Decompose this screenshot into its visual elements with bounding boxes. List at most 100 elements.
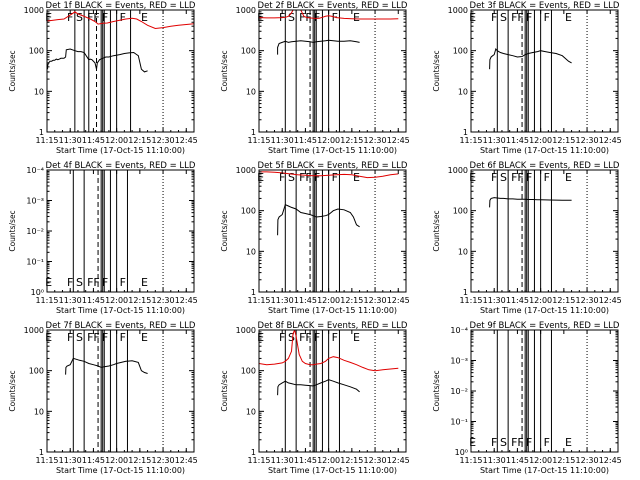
x-tick-label: 12:00	[317, 456, 340, 465]
y-tick-label: 100	[241, 47, 256, 56]
x-tick-label: 12:45	[387, 136, 410, 145]
y-tick-label: 1	[251, 128, 256, 137]
x-axis-label: Start Time (17-Oct-15 11:10:00)	[268, 146, 397, 155]
x-tick-label: 11:30	[59, 456, 82, 465]
chart-title: Det 6f BLACK = Events, RED = LLD	[470, 161, 620, 171]
event-label: F	[544, 11, 550, 24]
y-tick-label: 10⁻⁴	[450, 326, 468, 335]
x-tick-label: 11:15	[35, 296, 58, 305]
x-tick-label: 11:30	[483, 296, 506, 305]
x-tick-label: 11:30	[271, 296, 294, 305]
y-tick-label: 10⁻²	[450, 387, 468, 396]
event-label: E	[257, 171, 264, 184]
x-tick-label: 12:30	[576, 456, 599, 465]
x-tick-label: 11:30	[59, 296, 82, 305]
event-label: F	[544, 171, 550, 184]
y-tick-label: 1000	[24, 326, 44, 335]
x-axis-label: Start Time (17-Oct-15 11:10:00)	[56, 306, 185, 315]
x-tick-label: 11:15	[247, 296, 270, 305]
x-tick-label: 12:30	[576, 136, 599, 145]
x-tick-label: 12:15	[128, 136, 151, 145]
event-label: E	[141, 276, 148, 289]
x-tick-label: 12:15	[128, 456, 151, 465]
event-label: F	[511, 171, 517, 184]
event-label: F	[544, 436, 550, 449]
series-line	[489, 47, 572, 70]
event-label: F	[305, 171, 311, 184]
y-tick-label: 1	[251, 448, 256, 457]
event-label: E	[353, 171, 360, 184]
y-tick-label: 10	[246, 87, 256, 96]
x-tick-label: 12:00	[317, 296, 340, 305]
x-tick-label: 12:30	[364, 296, 387, 305]
event-label: F	[102, 331, 108, 344]
event-label: F	[491, 11, 497, 24]
event-label: F	[332, 171, 338, 184]
event-label: F	[314, 11, 320, 24]
event-label: F	[87, 11, 93, 24]
x-tick-label: 12:45	[387, 296, 410, 305]
y-tick-label: 100	[241, 367, 256, 376]
x-tick-label: 11:45	[506, 456, 529, 465]
event-label: S	[500, 11, 507, 24]
x-tick-label: 11:15	[35, 136, 58, 145]
x-tick-label: 12:15	[340, 456, 363, 465]
y-tick-label: 10⁰	[455, 448, 468, 457]
y-tick-label: 100	[29, 47, 44, 56]
x-tick-label: 12:30	[152, 456, 175, 465]
x-tick-label: 12:45	[599, 456, 622, 465]
event-label: S	[500, 171, 507, 184]
series-line	[259, 10, 399, 20]
x-tick-label: 11:45	[506, 136, 529, 145]
x-tick-label: 11:45	[506, 296, 529, 305]
event-label: F	[93, 331, 99, 344]
x-tick-label: 12:45	[599, 136, 622, 145]
chart-title: Det 8f BLACK = Events, RED = LLD	[258, 321, 408, 331]
event-label: S	[500, 436, 507, 449]
event-label: F	[526, 436, 532, 449]
event-label: E	[565, 11, 572, 24]
y-tick-label: 10⁻²	[26, 227, 44, 236]
event-label: F	[511, 436, 517, 449]
y-tick-label: 10⁻³	[450, 357, 468, 366]
event-label: E	[141, 11, 148, 24]
event-label: E	[141, 331, 148, 344]
y-tick-label: 1	[39, 128, 44, 137]
chart-title: Det 1f BLACK = Events, RED = LLD	[46, 1, 196, 11]
plot-frame	[258, 9, 407, 133]
x-tick-label: 12:00	[529, 456, 552, 465]
event-label: F	[102, 11, 108, 24]
x-tick-label: 12:15	[340, 136, 363, 145]
x-axis-label: Start Time (17-Oct-15 11:10:00)	[268, 466, 397, 475]
event-label: F	[491, 171, 497, 184]
y-tick-label: 1	[39, 448, 44, 457]
plot-frame	[46, 9, 195, 133]
event-label: S	[76, 11, 83, 24]
y-tick-label: 10	[34, 407, 44, 416]
event-label: F	[67, 11, 73, 24]
x-tick-label: 12:45	[387, 456, 410, 465]
y-axis-label: Counts/sec	[432, 50, 441, 91]
y-tick-label: 1000	[448, 166, 468, 175]
y-axis-label: Counts/sec	[8, 210, 17, 251]
x-tick-label: 12:30	[152, 136, 175, 145]
y-axis-label: Counts/sec	[220, 50, 229, 91]
y-tick-label: 1000	[448, 6, 468, 15]
event-label: F	[87, 276, 93, 289]
series-line	[489, 197, 572, 208]
x-tick-label: 11:45	[82, 296, 105, 305]
y-tick-label: 100	[453, 207, 468, 216]
event-label: F	[299, 171, 305, 184]
y-tick-label: 10⁰	[31, 288, 44, 297]
y-tick-label: 10	[458, 87, 468, 96]
y-tick-label: 1	[463, 128, 468, 137]
x-tick-label: 11:45	[82, 136, 105, 145]
y-tick-label: 10	[458, 247, 468, 256]
chart-title: Det 3f BLACK = Events, RED = LLD	[470, 1, 620, 11]
y-tick-label: 1000	[236, 166, 256, 175]
y-tick-label: 1000	[236, 6, 256, 15]
